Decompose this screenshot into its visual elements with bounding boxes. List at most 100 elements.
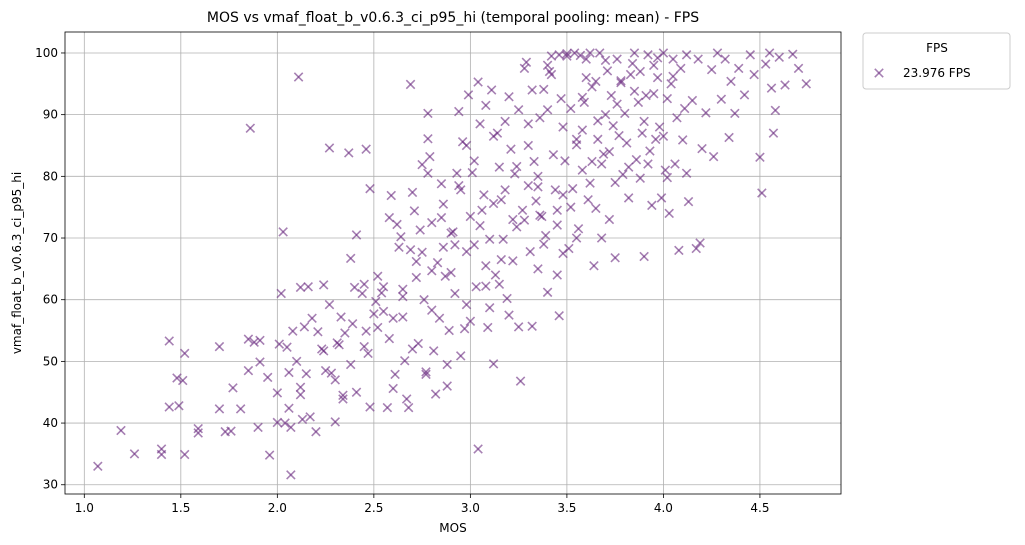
- data-point: [614, 130, 624, 141]
- data-point: [398, 291, 408, 302]
- data-point: [446, 267, 456, 278]
- data-point: [481, 261, 491, 271]
- data-point: [739, 90, 750, 100]
- data-point-stroke: [272, 417, 283, 428]
- data-point-stroke: [423, 108, 433, 119]
- data-point-stroke: [475, 119, 485, 129]
- data-point-stroke: [378, 306, 389, 317]
- data-point: [482, 322, 493, 333]
- data-point-stroke: [625, 69, 636, 80]
- data-point-stroke: [565, 103, 576, 114]
- data-point-stroke: [423, 133, 433, 144]
- data-point: [376, 288, 387, 298]
- data-point-stroke: [523, 119, 534, 129]
- data-point: [305, 412, 315, 422]
- data-point: [434, 313, 445, 323]
- data-point: [442, 381, 452, 391]
- data-point: [288, 326, 298, 336]
- data-point-stroke: [639, 116, 649, 127]
- data-point: [461, 299, 472, 310]
- data-point: [648, 60, 659, 71]
- data-point-stroke: [596, 233, 607, 243]
- data-point-stroke: [446, 228, 456, 238]
- data-point: [498, 234, 508, 245]
- data-point: [311, 426, 321, 437]
- data-point: [193, 428, 203, 438]
- data-point: [621, 138, 632, 148]
- legend: FPS 23.976 FPS: [862, 32, 1011, 90]
- data-point: [359, 279, 369, 290]
- data-point-stroke: [535, 210, 545, 220]
- y-tick-label: 90: [43, 108, 58, 122]
- data-point-stroke: [581, 54, 591, 64]
- data-point-stroke: [288, 326, 298, 336]
- data-point: [423, 133, 433, 144]
- data-point-stroke: [177, 375, 188, 386]
- data-point-stroke: [340, 328, 350, 338]
- data-point: [307, 313, 317, 323]
- data-point-stroke: [606, 90, 617, 101]
- data-point-stroke: [345, 253, 356, 264]
- data-point: [340, 328, 350, 338]
- data-point: [502, 293, 512, 304]
- y-tick-label: 50: [43, 354, 58, 368]
- data-point-stroke: [614, 130, 624, 141]
- data-point-stroke: [631, 154, 642, 165]
- data-point-stroke: [515, 376, 526, 386]
- data-point-stroke: [471, 281, 481, 292]
- data-point-stroke: [235, 404, 246, 414]
- data-point-stroke: [384, 333, 395, 344]
- data-point-stroke: [318, 280, 329, 290]
- y-tick-label: 100: [35, 46, 58, 60]
- data-point-stroke: [481, 100, 491, 111]
- data-point-stroke: [695, 238, 705, 248]
- data-point-stroke: [349, 282, 360, 293]
- data-point: [538, 84, 549, 95]
- data-point: [668, 71, 678, 82]
- data-point: [552, 220, 563, 230]
- data-point: [579, 97, 590, 108]
- data-point: [282, 342, 292, 352]
- data-point: [446, 228, 456, 238]
- data-point-stroke: [398, 291, 408, 302]
- data-point-stroke: [594, 48, 605, 58]
- data-point: [542, 104, 553, 115]
- data-point: [517, 205, 528, 216]
- data-point: [560, 156, 570, 166]
- data-point: [392, 219, 402, 230]
- data-point: [571, 140, 582, 150]
- data-point-stroke: [593, 116, 603, 126]
- data-point: [407, 187, 418, 198]
- data-point: [757, 188, 767, 198]
- data-point: [533, 182, 543, 192]
- data-point-stroke: [544, 66, 555, 77]
- data-point-stroke: [641, 90, 651, 101]
- data-point-stroke: [571, 233, 582, 243]
- data-point: [471, 281, 481, 292]
- data-point: [401, 394, 412, 404]
- data-point-stroke: [550, 185, 561, 195]
- data-point-stroke: [620, 108, 630, 119]
- data-point: [301, 368, 312, 379]
- data-point-stroke: [417, 247, 427, 257]
- x-tick-label: 2.5: [364, 501, 383, 515]
- data-point-stroke: [436, 178, 447, 189]
- data-point-stroke: [469, 156, 479, 166]
- data-point-stroke: [369, 309, 379, 319]
- y-tick-label: 70: [43, 231, 58, 245]
- data-point-stroke: [164, 336, 175, 346]
- data-point-stroke: [629, 48, 640, 58]
- data-point: [421, 369, 431, 380]
- data-point: [427, 217, 437, 228]
- data-point: [606, 90, 617, 101]
- data-point: [587, 82, 597, 92]
- data-point-stroke: [343, 148, 354, 158]
- data-point-stroke: [297, 414, 308, 425]
- data-point: [262, 372, 273, 383]
- x-tick-label: 3.0: [461, 501, 480, 515]
- data-point: [672, 112, 682, 123]
- data-point: [174, 401, 184, 411]
- data-point-stroke: [214, 341, 225, 352]
- data-point-stroke: [656, 193, 667, 203]
- data-point: [548, 149, 559, 160]
